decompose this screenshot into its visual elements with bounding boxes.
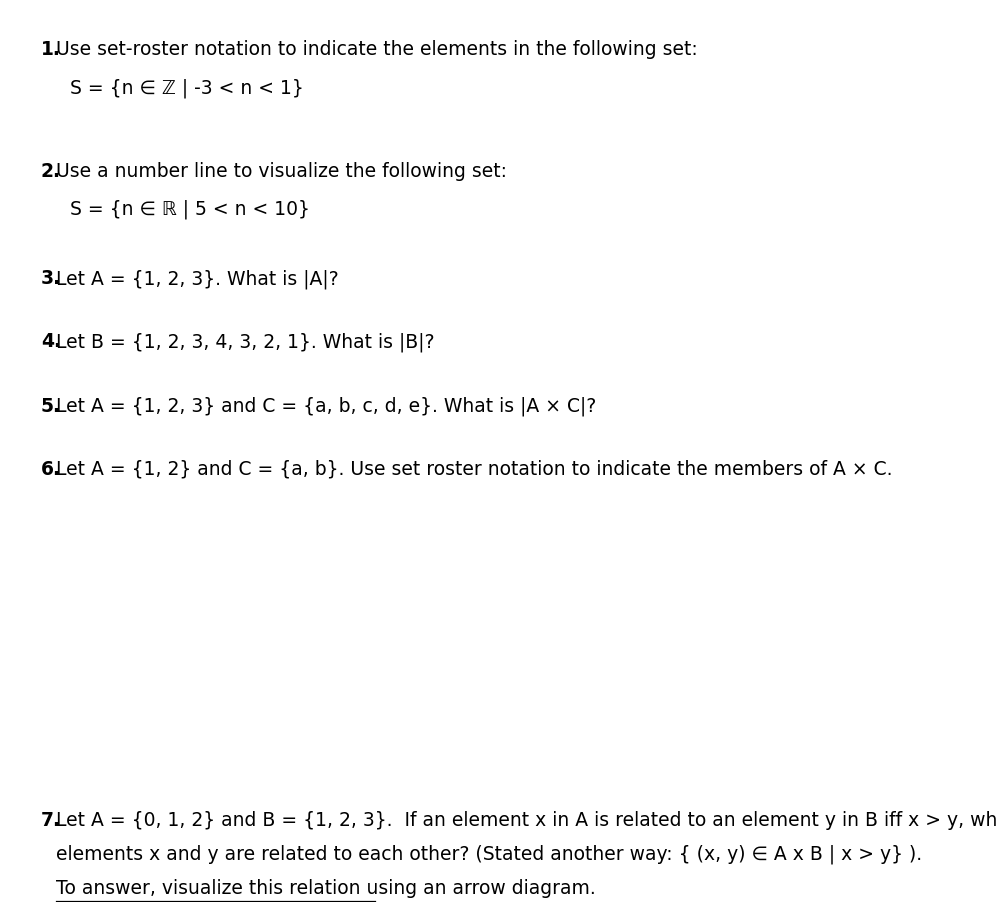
Text: S = {n ∈ ℝ | 5 < n < 10}: S = {n ∈ ℝ | 5 < n < 10} (71, 199, 311, 219)
Text: 6.: 6. (41, 459, 61, 479)
Text: Let A = {1, 2, 3} and C = {a, b, c, d, e}. What is |A × C|?: Let A = {1, 2, 3} and C = {a, b, c, d, e… (56, 397, 596, 416)
Text: S = {n ∈ ℤ | -3 < n < 1}: S = {n ∈ ℤ | -3 < n < 1} (71, 78, 304, 97)
Text: Use a number line to visualize the following set:: Use a number line to visualize the follo… (56, 161, 507, 180)
Text: 5.: 5. (41, 397, 61, 416)
Text: Let A = {0, 1, 2} and B = {1, 2, 3}.  If an element x in A is related to an elem: Let A = {0, 1, 2} and B = {1, 2, 3}. If … (56, 811, 996, 830)
Text: Let A = {1, 2, 3}. What is |A|?: Let A = {1, 2, 3}. What is |A|? (56, 270, 339, 289)
Text: Use set-roster notation to indicate the elements in the following set:: Use set-roster notation to indicate the … (56, 41, 697, 60)
Text: 2.: 2. (41, 161, 61, 180)
Text: Let B = {1, 2, 3, 4, 3, 2, 1}. What is |B|?: Let B = {1, 2, 3, 4, 3, 2, 1}. What is |… (56, 332, 434, 352)
Text: 7.: 7. (41, 811, 61, 830)
Text: 3.: 3. (41, 270, 61, 289)
Text: Let A = {1, 2} and C = {a, b}. Use set roster notation to indicate the members o: Let A = {1, 2} and C = {a, b}. Use set r… (56, 459, 892, 479)
Text: 1.: 1. (41, 41, 61, 60)
Text: 4.: 4. (41, 332, 61, 351)
Text: elements x and y are related to each other? (Stated another way: { (x, y) ∈ A x : elements x and y are related to each oth… (56, 844, 921, 864)
Text: To answer, visualize this relation using an arrow diagram.: To answer, visualize this relation using… (56, 879, 596, 897)
